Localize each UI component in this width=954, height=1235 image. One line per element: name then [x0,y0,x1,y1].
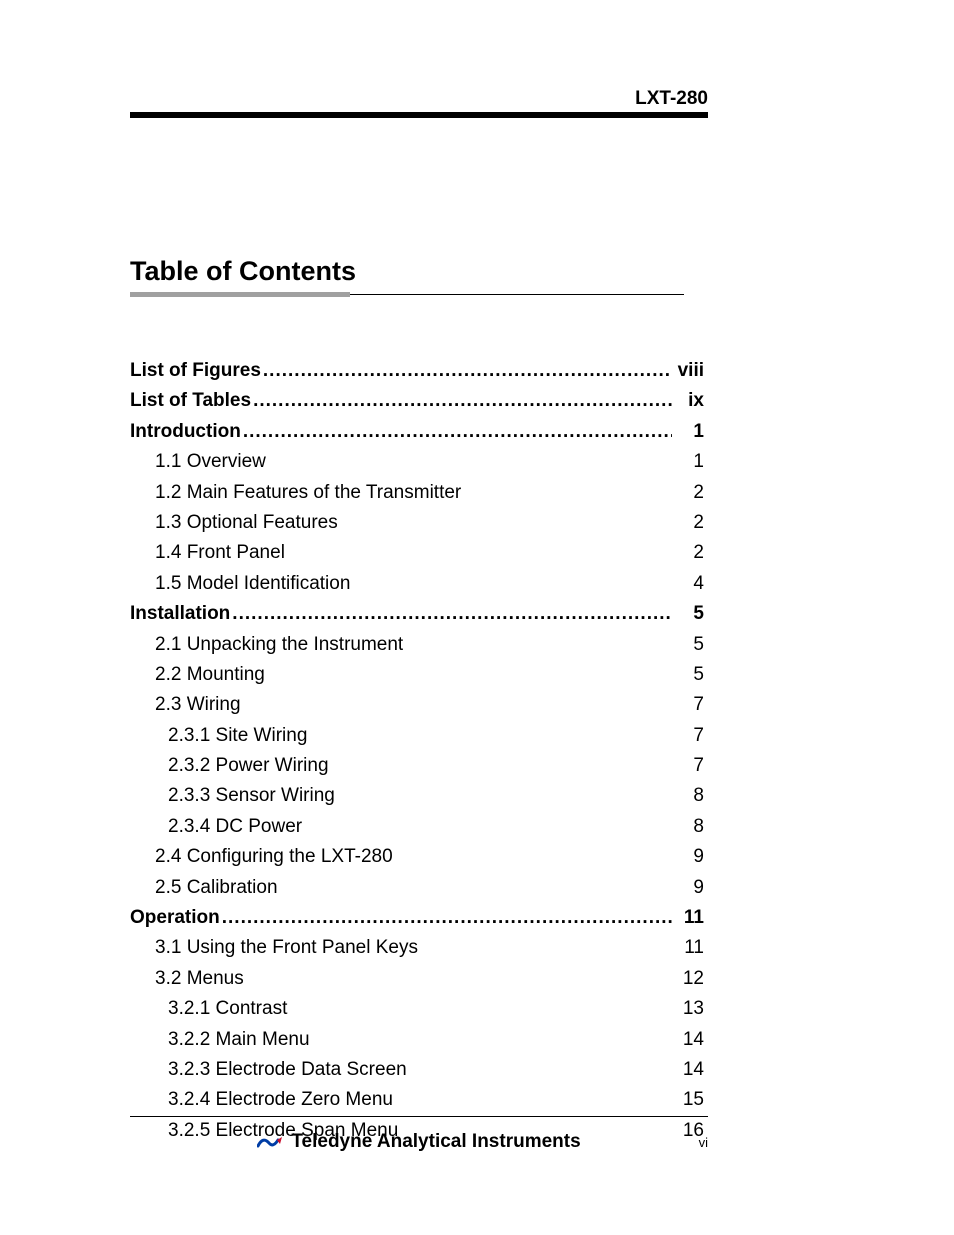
toc-entry-label: 3.2.3 Electrode Data Screen [168,1055,407,1085]
toc-entry-label: 1.1 Overview [155,447,266,477]
toc-entry-page: 13 [674,994,704,1024]
toc-entry-label: 2.3.2 Power Wiring [168,751,329,781]
toc-entry-page: ix [674,386,704,416]
toc-entry-page: 8 [674,781,704,811]
toc-entry: Installation 5 [130,599,704,629]
toc-entry: Introduction 1 [130,417,704,447]
toc-entry-label: 2.3 Wiring [155,690,241,720]
toc-entry-label: 2.2 Mounting [155,660,265,690]
toc-entry-label: Installation [130,599,230,629]
toc-leader [253,386,672,416]
toc-entry-page: 1 [674,417,704,447]
toc-entry: 3.2.3 Electrode Data Screen 14 [130,1055,704,1085]
toc-entry-page: 14 [674,1055,704,1085]
toc-entry-label: 3.2.1 Contrast [168,994,287,1024]
toc-entry: 3.2 Menus 12 [130,964,704,994]
toc-entry-page: 5 [674,660,704,690]
toc-entry-label: 3.2.4 Electrode Zero Menu [168,1085,393,1115]
toc-entry: List of Figures viii [130,356,704,386]
toc-entry: Operation 11 [130,903,704,933]
toc-entry-page: 1 [674,447,704,477]
toc-entry: 2.5 Calibration 9 [130,873,704,903]
toc-entry-label: 1.4 Front Panel [155,538,285,568]
toc-entry: 2.1 Unpacking the Instrument 5 [130,630,704,660]
page-footer: Teledyne Analytical Instruments vi [130,1116,708,1153]
toc-entries: List of FiguresviiiList of TablesixIntro… [130,356,704,1146]
toc-entry: 1.5 Model Identification 4 [130,569,704,599]
toc-title-underline-gray [130,292,350,297]
toc-entry: 1.3 Optional Features 2 [130,508,704,538]
toc-entry-page: 12 [674,964,704,994]
toc-entry-label: Introduction [130,417,241,447]
toc-entry-label: 1.5 Model Identification [155,569,350,599]
toc-entry: 1.1 Overview 1 [130,447,704,477]
toc-entry: 3.2.1 Contrast 13 [130,994,704,1024]
toc-entry: 2.3 Wiring 7 [130,690,704,720]
toc-leader [222,903,672,933]
toc-entry-page: 7 [674,721,704,751]
header-rule [130,112,708,118]
toc-title: Table of Contents [130,256,684,287]
toc-entry-label: 2.4 Configuring the LXT-280 [155,842,393,872]
toc-entry: 2.3.3 Sensor Wiring 8 [130,781,704,811]
brand-logo-icon [257,1134,283,1150]
toc-entry-page: 7 [674,690,704,720]
toc-entry: 3.1 Using the Front Panel Keys 11 [130,933,704,963]
toc-entry: 3.2.2 Main Menu 14 [130,1025,704,1055]
toc-entry-label: 1.2 Main Features of the Transmitter [155,478,461,508]
toc-entry: 1.4 Front Panel 2 [130,538,704,568]
toc-entry-page: 2 [674,508,704,538]
toc-entry: 2.3.1 Site Wiring 7 [130,721,704,751]
toc-entry-label: 2.1 Unpacking the Instrument [155,630,403,660]
toc-entry: 2.4 Configuring the LXT-280 9 [130,842,704,872]
toc-entry: 3.2.4 Electrode Zero Menu 15 [130,1085,704,1115]
toc-entry-page: 11 [674,933,704,963]
toc-entry-page: 2 [674,478,704,508]
footer-page-number: vi [699,1135,708,1150]
footer-content: Teledyne Analytical Instruments vi [130,1131,708,1153]
toc-entry-page: 5 [674,599,704,629]
toc-leader [243,417,672,447]
toc-entry-label: 3.1 Using the Front Panel Keys [155,933,418,963]
toc-entry-page: 8 [674,812,704,842]
toc-leader [232,599,672,629]
toc-entry-label: 3.2.2 Main Menu [168,1025,310,1055]
toc-title-block: Table of Contents [130,256,684,293]
toc-entry: 2.2 Mounting 5 [130,660,704,690]
footer-brand: Teledyne Analytical Instruments [257,1131,580,1153]
toc-entry-page: 5 [674,630,704,660]
header-model: LXT-280 [635,88,708,110]
toc-entry-label: 3.2 Menus [155,964,244,994]
toc-entry-label: 1.3 Optional Features [155,508,338,538]
toc-entry-label: List of Figures [130,356,261,386]
toc-entry-page: 2 [674,538,704,568]
toc-entry-label: 2.3.4 DC Power [168,812,302,842]
toc-entry-label: 2.3.3 Sensor Wiring [168,781,335,811]
toc-entry: 1.2 Main Features of the Transmitter 2 [130,478,704,508]
toc-entry-label: 2.5 Calibration [155,873,278,903]
toc-entry-page: 15 [674,1085,704,1115]
toc-entry: List of Tables ix [130,386,704,416]
toc-entry-page: 11 [674,903,704,933]
toc-leader [263,356,672,386]
toc-entry-page: 4 [674,569,704,599]
toc-entry-page: 14 [674,1025,704,1055]
toc-entry-label: List of Tables [130,386,251,416]
toc-entry-page: viii [674,356,704,386]
footer-rule [130,1116,708,1117]
toc-entry: 2.3.4 DC Power 8 [130,812,704,842]
toc-entry-page: 7 [674,751,704,781]
footer-brand-text: Teledyne Analytical Instruments [291,1131,580,1153]
toc-entry: 2.3.2 Power Wiring 7 [130,751,704,781]
toc-entry-label: Operation [130,903,220,933]
toc-entry-page: 9 [674,842,704,872]
document-page: LXT-280 Table of Contents List of Figure… [0,0,954,1235]
toc-entry-page: 9 [674,873,704,903]
toc-entry-label: 2.3.1 Site Wiring [168,721,307,751]
